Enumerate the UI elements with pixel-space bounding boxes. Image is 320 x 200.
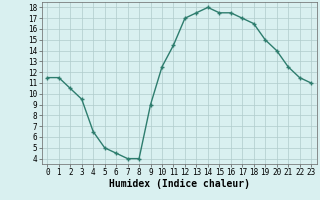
- X-axis label: Humidex (Indice chaleur): Humidex (Indice chaleur): [109, 179, 250, 189]
